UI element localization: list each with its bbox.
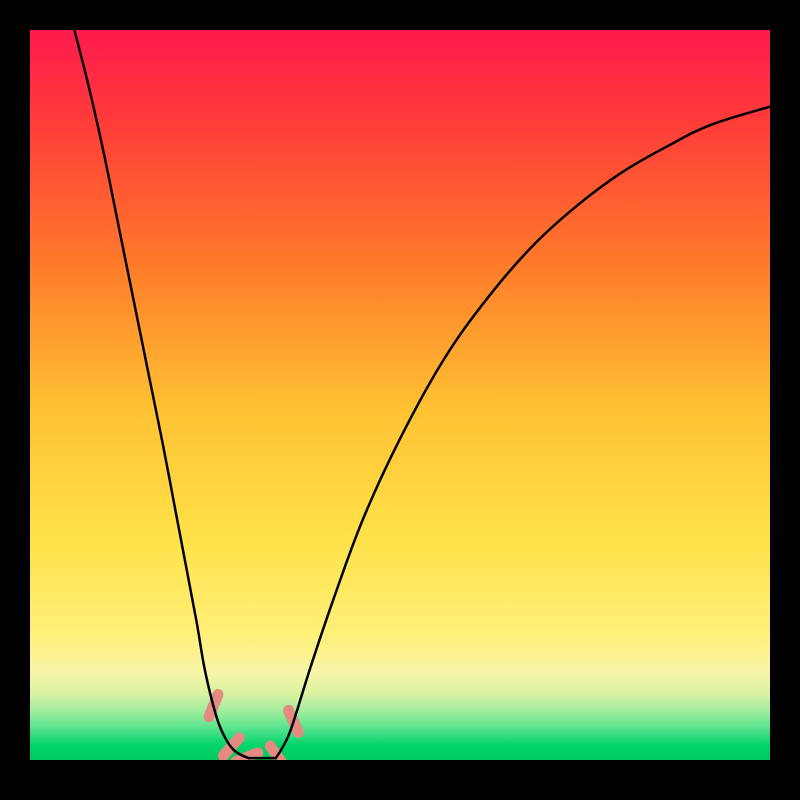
- chart-svg: [0, 0, 800, 800]
- chart-stage: TheBottleneck.com: [0, 0, 800, 800]
